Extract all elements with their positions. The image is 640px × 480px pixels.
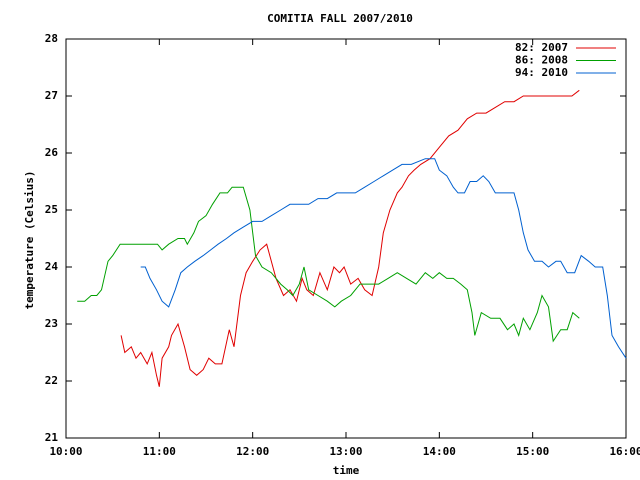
y-tick-label: 24 bbox=[45, 260, 59, 273]
y-tick-label: 22 bbox=[45, 374, 58, 387]
legend-label: 86: 2008 bbox=[515, 54, 568, 67]
x-axis-label: time bbox=[333, 464, 360, 477]
y-tick-label: 26 bbox=[45, 146, 59, 159]
x-tick-label: 11:00 bbox=[143, 445, 176, 458]
series-line bbox=[120, 89, 580, 387]
x-tick-label: 16:00 bbox=[609, 445, 640, 458]
series-line bbox=[77, 186, 580, 343]
x-tick-label: 10:00 bbox=[49, 445, 82, 458]
y-tick-label: 27 bbox=[45, 89, 58, 102]
x-tick-label: 14:00 bbox=[423, 445, 456, 458]
legend-label: 94: 2010 bbox=[515, 66, 568, 79]
x-tick-label: 13:00 bbox=[329, 445, 362, 458]
y-tick-label: 28 bbox=[45, 32, 58, 45]
x-tick-label: 12:00 bbox=[236, 445, 269, 458]
y-axis-label: temperature (Celsius) bbox=[23, 170, 36, 309]
plot-frame bbox=[65, 38, 627, 439]
y-tick-label: 23 bbox=[45, 317, 58, 330]
y-tick-label: 21 bbox=[45, 431, 59, 444]
chart-title: COMITIA FALL 2007/2010 bbox=[267, 12, 413, 25]
legend-label: 82: 2007 bbox=[515, 41, 568, 54]
y-tick-label: 25 bbox=[45, 203, 58, 216]
x-tick-label: 15:00 bbox=[516, 445, 549, 458]
series-line bbox=[140, 158, 627, 359]
